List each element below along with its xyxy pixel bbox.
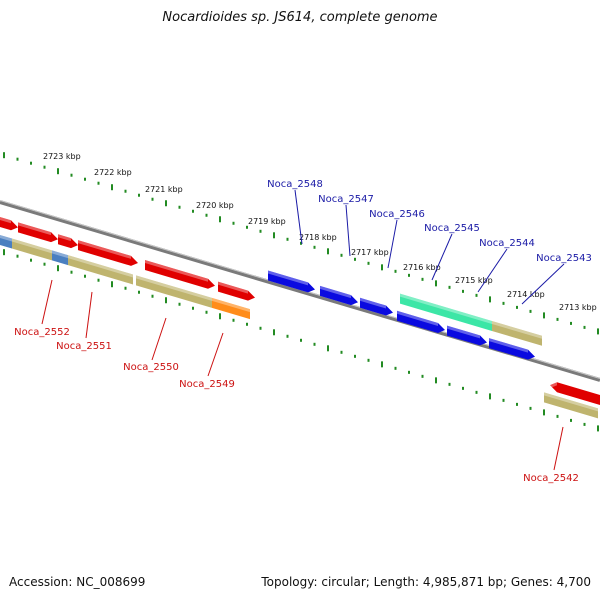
gene-block	[12, 238, 52, 261]
gene-block	[136, 275, 212, 308]
gene-arrow	[447, 325, 487, 346]
gene-label: Noca_2542	[523, 473, 579, 484]
scale-tick-labels: 2723 kbp 2722 kbp 2721 kbp 2720 kbp 2719 kbp…	[43, 152, 597, 312]
label-leader-line	[477, 248, 508, 293]
gene-features	[0, 216, 600, 419]
label-leader-line	[85, 291, 93, 339]
label-leader-line	[294, 189, 303, 245]
scale-tick-label: 2720 kbp	[196, 201, 234, 210]
gene-label: Noca_2547	[318, 194, 374, 205]
gene-arrow	[397, 310, 445, 333]
genome-title: Nocardioides sp. JS614, complete genome	[162, 10, 438, 25]
gene-block	[400, 293, 492, 331]
scale-tick-label: 2716 kbp	[403, 263, 441, 272]
gene-arrow	[320, 285, 358, 306]
gene-label: Noca_2543	[536, 253, 592, 264]
gene-arrow	[0, 216, 18, 231]
scale-tick-label: 2714 kbp	[507, 290, 545, 299]
gene-arrow	[78, 240, 138, 266]
label-leader-line	[41, 279, 53, 325]
genome-summary-text: Topology: circular; Length: 4,985,871 bp…	[261, 575, 591, 589]
label-leader-line	[345, 204, 351, 257]
scale-tick-label: 2715 kbp	[455, 276, 493, 285]
label-leader-line	[151, 317, 167, 361]
scale-tick-label: 2719 kbp	[248, 217, 286, 226]
scale-tick-label: 2721 kbp	[145, 185, 183, 194]
gene-label: Noca_2551	[56, 341, 112, 352]
gene-labels: Noca_2548 Noca_2547 Noca_2546 Noca_2545 Noca…	[14, 179, 592, 484]
gene-arrow	[360, 297, 393, 316]
scale-tick-label: 2723 kbp	[43, 152, 81, 161]
gene-arrow	[550, 382, 600, 406]
scale-tick-label: 2718 kbp	[299, 233, 337, 242]
label-leader-line	[553, 426, 564, 471]
gene-label: Noca_2546	[369, 209, 425, 220]
gene-block	[52, 250, 68, 266]
label-leader-line	[431, 233, 453, 281]
gene-label: Noca_2549	[179, 379, 235, 390]
gene-arrow	[268, 270, 315, 293]
scale-tick-label: 2722 kbp	[94, 168, 132, 177]
gene-block	[212, 297, 250, 320]
gene-label: Noca_2544	[479, 238, 535, 249]
scale-tick-label: 2713 kbp	[559, 303, 597, 312]
gene-block	[0, 234, 12, 249]
accession-text: Accession: NC_008699	[9, 575, 146, 589]
label-leader-line	[387, 219, 398, 269]
label-leader-line	[521, 263, 565, 305]
gene-block	[544, 392, 598, 419]
gene-label: Noca_2552	[14, 327, 70, 338]
gene-arrow	[218, 281, 255, 301]
label-leader-line	[207, 332, 224, 377]
scale-tick-label: 2717 kbp	[351, 248, 389, 257]
gene-block	[492, 320, 542, 346]
gene-arrow	[145, 260, 215, 289]
gene-label-leaders	[41, 189, 565, 471]
gene-block	[68, 255, 133, 285]
gene-label: Noca_2548	[267, 179, 323, 190]
gene-label: Noca_2545	[424, 223, 480, 234]
scale-ticks	[3, 152, 599, 432]
gene-arrow	[58, 234, 78, 249]
gene-arrow	[489, 338, 535, 360]
gene-label: Noca_2550	[123, 362, 179, 373]
gene-arrow	[18, 222, 58, 243]
